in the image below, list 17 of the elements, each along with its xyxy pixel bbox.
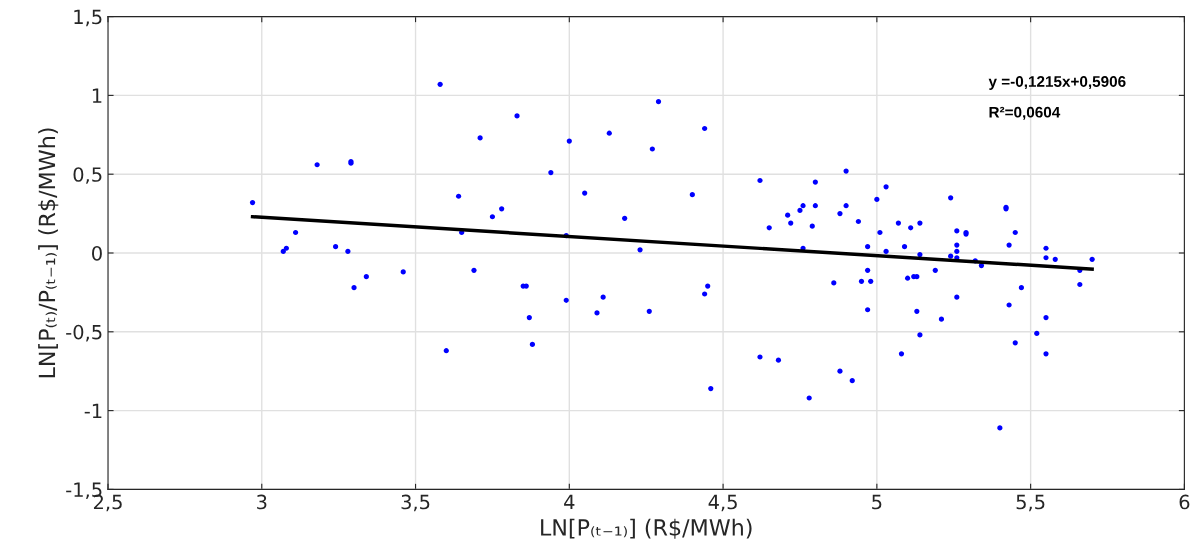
- y-axis-title: LN[P₍ₜ₎/P₍ₜ₋₁₎] (R$/MWh): [38, 128, 59, 378]
- x-tick-label: 5: [872, 494, 882, 510]
- annotation: R²=0,0604: [989, 106, 1061, 120]
- y-tick-label: 1: [92, 88, 102, 103]
- x-tick-label: 4,5: [708, 494, 737, 512]
- x-tick-label: 4: [564, 494, 575, 510]
- y-tick-label: -1: [84, 403, 102, 418]
- annotation: y =-0,1215x+0,5906: [988, 76, 1126, 90]
- y-tick-label: 0,5: [73, 167, 102, 184]
- x-tick-label: 5,5: [1016, 494, 1045, 512]
- x-tick-label: 3: [257, 494, 267, 510]
- x-tick-label: 6: [1179, 494, 1190, 510]
- x-tick-label: 3,5: [401, 494, 430, 512]
- y-tick-label: 0: [92, 245, 102, 261]
- x-axis-title: LN[P₍ₜ₋₁₎] (R$/MWh): [541, 518, 752, 539]
- y-tick-label: 1,5: [74, 9, 102, 27]
- y-tick-label: -0,5: [66, 324, 102, 342]
